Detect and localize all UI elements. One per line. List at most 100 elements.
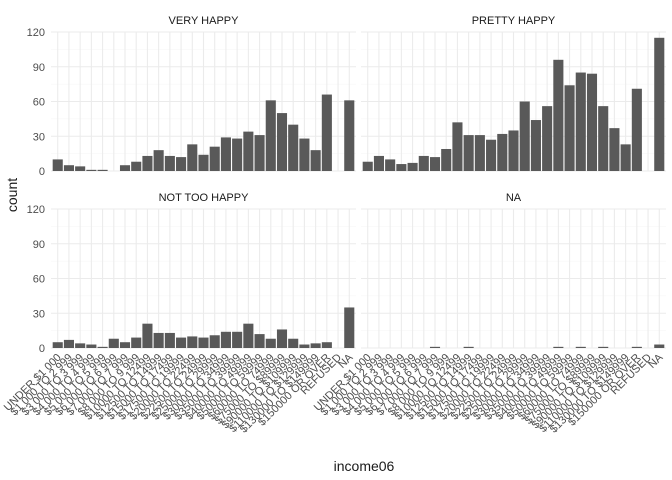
bar [198,154,209,171]
bar [344,100,355,171]
bar [299,344,310,348]
bar [243,323,254,348]
bar [131,161,142,171]
bar [598,346,609,348]
bar [86,344,97,348]
facet-strip-label: NOT TOO HAPPY [159,192,250,204]
bar [310,343,321,348]
bar [407,162,418,171]
bar [276,113,288,171]
bar [52,159,63,171]
bar [344,307,355,348]
bar [276,329,288,348]
bar [75,166,86,171]
bar [486,139,497,171]
bar [452,122,463,171]
bar [198,337,209,348]
y-axis-title: count [4,178,20,212]
x-axis-title: income06 [334,458,395,474]
bar [254,135,265,171]
bar [463,346,474,348]
bar [220,137,231,171]
bar [209,335,220,348]
bar [153,150,164,171]
bar [519,101,530,171]
y-tick-label: 90 [33,62,45,74]
bar [209,146,220,171]
bar [530,120,541,171]
bar [598,106,609,171]
bar [654,344,665,348]
bar [586,73,598,171]
bar [142,323,153,348]
bar [385,159,396,171]
bar [119,165,131,171]
bar [153,332,164,348]
y-tick-label: 60 [33,274,45,286]
y-tick-label: 120 [27,27,45,39]
facet-strip-label: VERY HAPPY [169,15,240,27]
y-tick-label: 0 [39,166,45,178]
bar [243,131,254,171]
y-tick-label: 90 [33,239,45,251]
bar [131,337,142,348]
bar [63,339,74,348]
bar [299,138,310,171]
bar [396,164,407,171]
bar [553,59,564,171]
facet-strip-label: PRETTY HAPPY [472,15,556,27]
bar [63,165,74,171]
bar [418,155,429,171]
bar [553,346,564,348]
y-tick-label: 30 [33,308,45,320]
bar [631,88,642,171]
bar [75,343,86,348]
bar [265,100,276,171]
bar [164,332,175,348]
bar [176,337,187,348]
bar [86,169,97,171]
bar [575,72,586,171]
bar [508,130,519,171]
bar [631,346,642,348]
bar [310,150,321,171]
y-tick-label: 120 [27,204,45,216]
bar [164,155,175,171]
bar [232,138,243,171]
facet-strip-label: NA [506,192,522,204]
facet-panel: VERY HAPPY 0 30 60 90 120 [27,15,356,178]
bar [620,144,631,171]
bar [321,94,332,171]
bar [609,128,620,171]
bar [429,157,441,171]
bar [441,148,452,171]
facet-panel: PRETTY HAPPY [361,15,666,172]
bar [142,155,153,171]
y-tick-label: 30 [33,131,45,143]
bar [176,157,187,171]
bar [187,336,198,348]
bar [429,346,441,348]
bar [564,85,575,171]
bar [373,155,384,171]
bar [463,135,474,171]
bar [497,133,508,171]
bar [97,169,108,171]
bar [97,346,108,348]
bar [52,342,63,348]
bar [254,334,265,348]
bar [232,331,243,348]
bar [220,331,231,348]
bar [265,338,276,348]
bar [542,106,553,171]
bar [288,124,299,171]
bar [108,338,119,348]
bar [119,342,131,348]
bar [362,161,373,171]
y-tick-label: 0 [39,343,45,355]
bar [575,346,586,348]
bar [321,342,332,348]
bar [288,338,299,348]
